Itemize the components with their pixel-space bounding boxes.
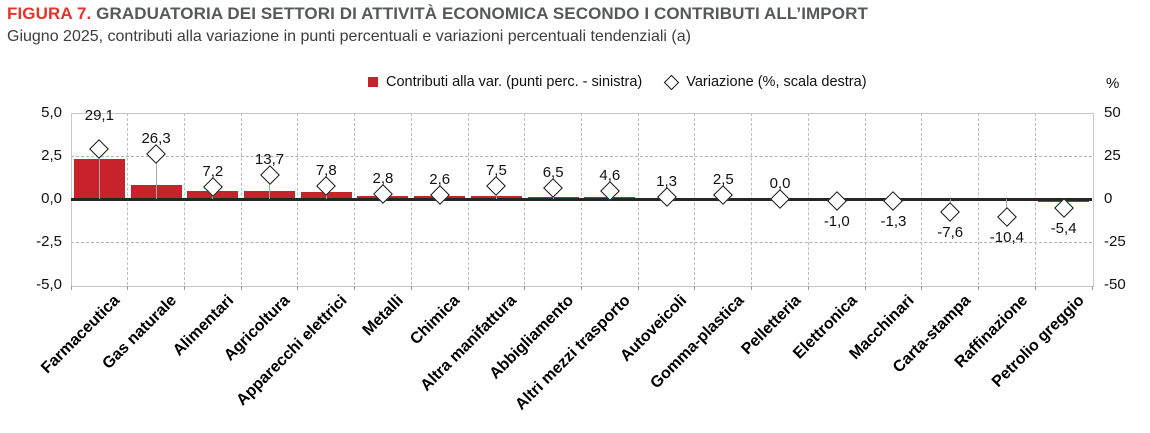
value-label: -7,6 [937, 224, 964, 242]
legend-item-variation: Variazione (%, scala destra) [642, 74, 867, 90]
category-label-text: Apparecchi elettrici [233, 292, 351, 410]
figure-title-text: GRADUATORIA DEI SETTORI DI ATTIVITÀ ECON… [96, 4, 868, 23]
value-label: 13,7 [254, 151, 285, 169]
figure-title: FIGURA 7. GRADUATORIA DEI SETTORI DI ATT… [7, 4, 868, 24]
category-label-text: Altri mezzi trasporto [512, 292, 634, 414]
x-axis-tick [694, 286, 696, 290]
y2-axis-label: -25 [1104, 233, 1126, 250]
legend-item-bars: Contributi alla var. (punti perc. - sini… [368, 74, 642, 90]
x-axis-tick [524, 286, 526, 290]
right-axis-unit: % [1106, 75, 1120, 92]
bar-series-swatch-icon [368, 77, 378, 87]
value-label: -1,3 [880, 213, 907, 231]
x-axis-tick [240, 286, 242, 290]
x-axis-tick [1034, 286, 1036, 290]
drop-line [98, 148, 100, 199]
x-axis-tick [354, 286, 356, 290]
value-label: 2,8 [372, 170, 394, 188]
value-label: 7,5 [485, 162, 507, 180]
x-axis-tick [864, 286, 866, 290]
value-label: 29,1 [84, 106, 114, 124]
x-axis-tick [807, 286, 809, 290]
value-label: 2,5 [712, 170, 734, 188]
y-axis-label: 0,0 [41, 190, 62, 207]
category-label-text: Chimica [407, 292, 464, 349]
figure-subtitle: Giugno 2025, contributi alla variazione … [7, 28, 691, 45]
x-axis-tick [637, 286, 639, 290]
value-label: 7,2 [202, 162, 224, 180]
x-axis-tick [581, 286, 582, 290]
x-axis-tick [978, 286, 980, 290]
x-axis-tick [467, 286, 469, 290]
drop-line [269, 175, 271, 199]
drop-line [155, 153, 157, 199]
category-label-text: Altra manifattura [417, 292, 521, 395]
chart-legend: Contributi alla var. (punti perc. - sini… [368, 74, 867, 90]
value-label: -10,4 [989, 228, 1024, 246]
x-axis-tick [297, 286, 299, 290]
value-label: 1,3 [656, 172, 677, 190]
x-axis-tick [751, 286, 753, 290]
category-label-text: Metalli [359, 292, 407, 340]
x-axis-tick [183, 286, 185, 290]
x-axis-tick [410, 286, 412, 290]
zero-line [71, 197, 1092, 201]
legend-variation-label: Variazione (%, scala destra) [686, 74, 867, 90]
value-label: 0,0 [769, 175, 791, 192]
value-label: 2,6 [429, 170, 451, 188]
x-axis-tick [1091, 286, 1093, 290]
value-label: 26,3 [141, 129, 171, 147]
y-axis-label: -5,0 [36, 276, 62, 293]
y2-axis-label: -50 [1104, 276, 1126, 293]
legend-bars-label: Contributi alla var. (punti perc. - sini… [386, 74, 643, 90]
value-label: 7,8 [315, 161, 337, 179]
value-label: -5,4 [1050, 220, 1077, 238]
x-axis-tick [921, 286, 923, 290]
y-axis-label: 2,5 [41, 147, 62, 164]
value-label: -1,0 [823, 212, 850, 230]
y2-axis-label: 0 [1104, 190, 1113, 207]
y2-axis-label: 25 [1104, 147, 1121, 164]
value-label: 4,6 [599, 167, 621, 185]
y-axis-label: 5,0 [41, 104, 62, 121]
y-axis-label: -2,5 [36, 233, 62, 250]
value-label: 6,5 [542, 163, 564, 181]
x-axis-tick [70, 286, 72, 290]
x-axis-tick [127, 286, 129, 290]
y2-axis-label: 50 [1104, 104, 1121, 121]
figure-number: FIGURA 7. [7, 4, 92, 23]
